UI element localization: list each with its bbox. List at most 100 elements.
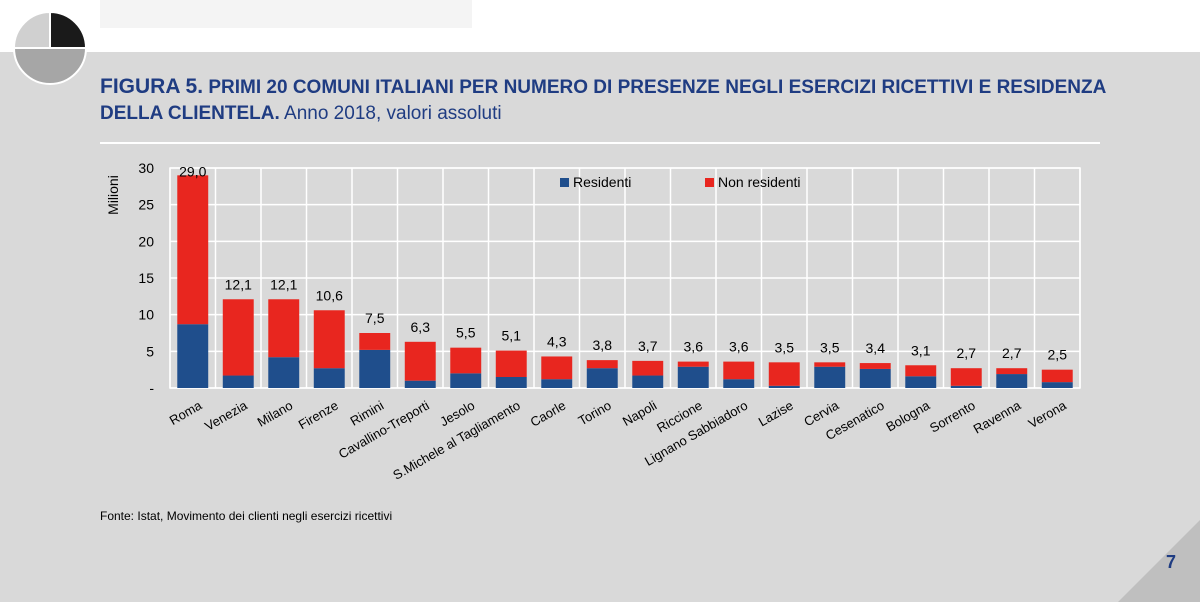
bar-non-residenti (677, 361, 709, 367)
bar-residenti (1041, 382, 1073, 388)
bar-non-residenti (1041, 369, 1073, 383)
y-tick-label: 20 (138, 233, 154, 249)
bar-non-residenti (768, 362, 800, 386)
total-label: 3,6 (729, 339, 749, 355)
bar-residenti (359, 349, 391, 388)
bar-non-residenti (541, 356, 573, 380)
total-label: 29,0 (179, 163, 206, 179)
bar-residenti (996, 374, 1028, 388)
x-tick-label: Sorrento (927, 398, 978, 436)
total-label: 3,8 (593, 337, 613, 353)
y-axis-label: Milioni (105, 175, 121, 215)
bar-residenti (814, 366, 846, 388)
bar-non-residenti (905, 365, 937, 377)
bar-residenti (404, 380, 436, 388)
bar-non-residenti (495, 350, 527, 377)
legend: Residenti Non residenti (560, 174, 801, 190)
top-bar (100, 0, 472, 28)
bar-non-residenti (814, 362, 846, 367)
bar-non-residenti (859, 363, 891, 369)
total-label: 4,3 (547, 333, 567, 349)
figure-number: FIGURA 5. (100, 75, 204, 98)
legend-swatch (560, 178, 569, 187)
bar-non-residenti (359, 333, 391, 350)
bar-non-residenti (222, 299, 254, 376)
bar-non-residenti (404, 341, 436, 381)
bar-non-residenti (268, 299, 300, 358)
total-label: 5,5 (456, 325, 476, 341)
bar-residenti (950, 385, 982, 388)
bar-residenti (723, 379, 755, 388)
total-label: 3,5 (820, 339, 840, 355)
chart-grid (169, 167, 1081, 389)
stacked-bar-chart: - 5 10 15 20 25 30 Milioni 29,0 12,1 12,1 10,6 7,5… (105, 160, 1081, 483)
x-tick-label: Roma (167, 397, 205, 428)
bar-non-residenti (950, 368, 982, 386)
corner-fold (1118, 520, 1200, 602)
bar-residenti (177, 324, 209, 388)
bar-non-residenti (177, 175, 209, 325)
x-tick-label: Milano (255, 398, 296, 430)
x-tick-label: Venezia (202, 397, 250, 434)
x-tick-label: Caorle (528, 398, 569, 430)
y-tick-label: 25 (138, 197, 154, 213)
figure-title: FIGURA 5. PRIMI 20 COMUNI ITALIANI PER N… (100, 74, 1140, 127)
bar-non-residenti (996, 368, 1028, 375)
bar-residenti (313, 368, 345, 388)
total-label: 2,5 (1048, 347, 1068, 363)
title-divider (100, 142, 1100, 144)
total-label: 3,4 (866, 340, 886, 356)
bars (177, 175, 1073, 388)
bar-residenti (222, 375, 254, 388)
figure-subheading: Anno 2018, valori assoluti (284, 103, 502, 124)
bar-residenti (859, 368, 891, 388)
x-tick-label: Napoli (620, 398, 660, 429)
bar-residenti (541, 379, 573, 388)
bar-residenti (450, 373, 482, 388)
total-label: 2,7 (1002, 345, 1022, 361)
bar-non-residenti (723, 361, 755, 380)
y-tick-label: 5 (146, 343, 154, 359)
legend-label: Non residenti (718, 174, 801, 190)
total-label: 12,1 (270, 276, 297, 292)
total-labels: 29,0 12,1 12,1 10,6 7,5 6,3 5,5 5,1 4,3 3,8 3,7 3,6… (179, 163, 1067, 362)
total-label: 10,6 (316, 287, 343, 303)
bar-residenti (632, 375, 664, 388)
y-tick-label: 30 (138, 160, 154, 176)
bar-non-residenti (313, 310, 345, 369)
x-tick-label: Verona (1026, 397, 1070, 431)
x-tick-label: Ravenna (971, 397, 1024, 436)
y-tick-label: 10 (138, 307, 154, 323)
legend-swatch (705, 178, 714, 187)
total-label: 6,3 (411, 319, 431, 335)
legend-label: Residenti (573, 174, 631, 190)
total-label: 12,1 (225, 276, 252, 292)
x-tick-label: Firenze (296, 398, 341, 433)
bar-residenti (768, 385, 800, 388)
total-label: 5,1 (502, 328, 522, 344)
x-tick-label: Torino (576, 398, 614, 429)
bar-residenti (905, 376, 937, 388)
bar-residenti (586, 368, 618, 388)
x-tick-label: Lazise (756, 398, 796, 430)
total-label: 7,5 (365, 310, 385, 326)
bar-residenti (495, 377, 527, 388)
y-axis: - 5 10 15 20 25 30 (138, 160, 154, 396)
total-label: 3,6 (684, 339, 704, 355)
page-number: 7 (1165, 552, 1176, 572)
bar-residenti (268, 357, 300, 388)
y-tick-label: - (149, 380, 154, 396)
bar-non-residenti (586, 360, 618, 369)
x-tick-label: Bologna (883, 397, 932, 434)
total-label: 3,7 (638, 338, 658, 354)
pie-logo-icon (12, 10, 88, 85)
total-label: 3,5 (775, 339, 795, 355)
bar-non-residenti (450, 347, 482, 374)
total-label: 2,7 (957, 345, 977, 361)
figure-heading: PRIMI 20 COMUNI ITALIANI PER NUMERO DI P… (100, 77, 1106, 124)
y-tick-label: 15 (138, 270, 154, 286)
source-note: Fonte: Istat, Movimento dei clienti negl… (100, 509, 393, 523)
bar-non-residenti (632, 360, 664, 376)
total-label: 3,1 (911, 342, 931, 358)
